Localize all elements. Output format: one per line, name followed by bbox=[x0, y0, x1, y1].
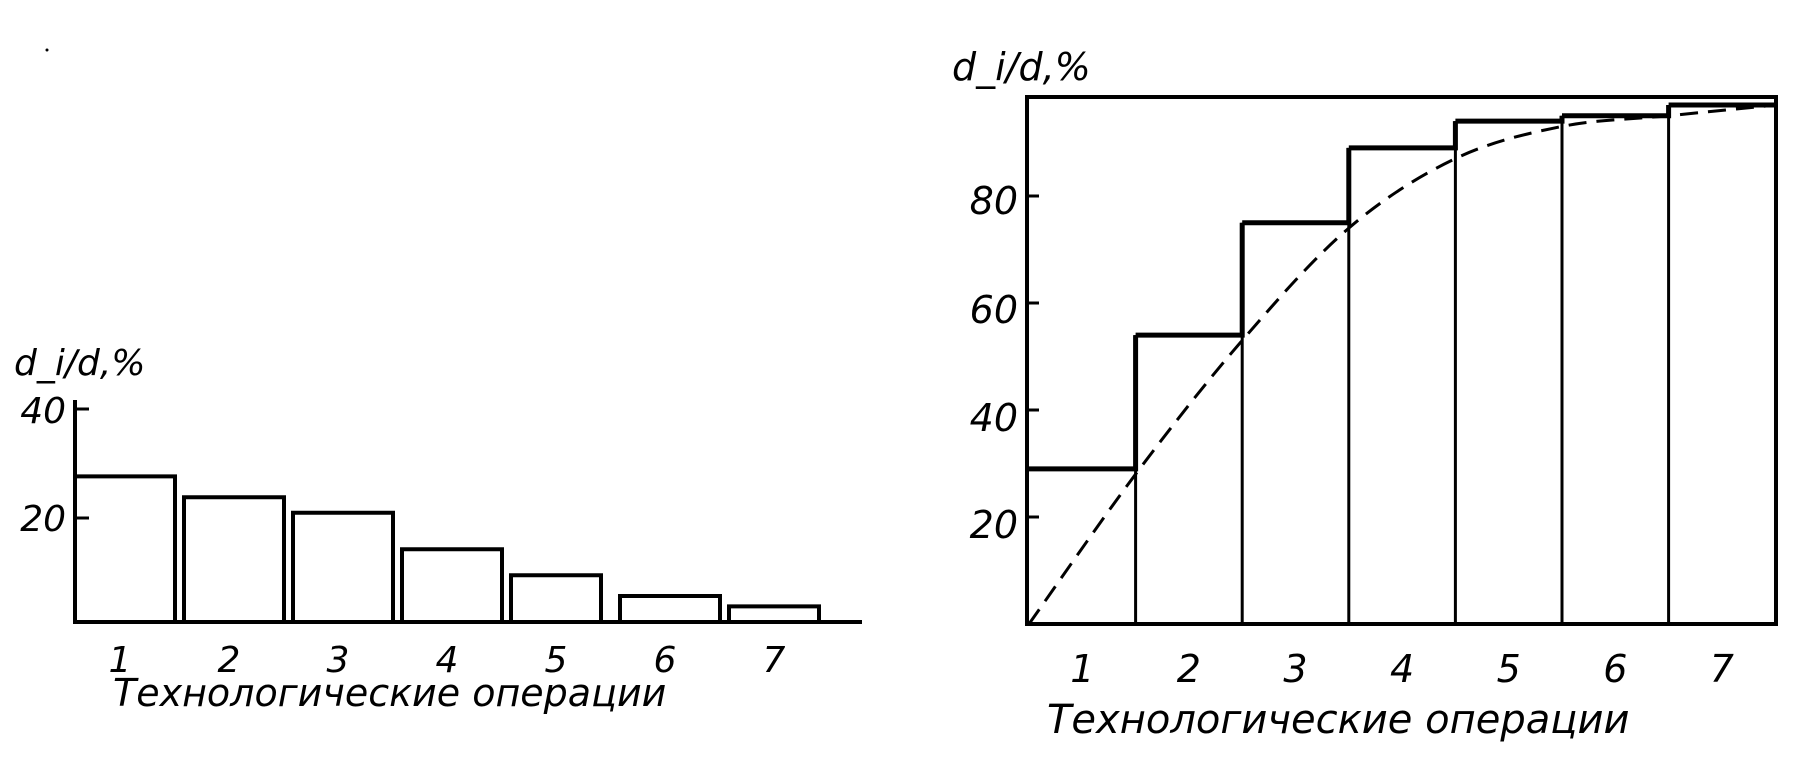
left-y-axis-label: d_i/d,% bbox=[14, 343, 145, 384]
left-ytick-label-40: 40 bbox=[20, 391, 66, 432]
right-xtick-labels: 1 2 3 4 5 6 7 bbox=[1070, 647, 1734, 691]
left-x-axis-label: Технологические операции bbox=[113, 671, 666, 715]
right-xtick-label-2: 2 bbox=[1177, 647, 1201, 691]
right-ytick-label-20: 20 bbox=[970, 503, 1018, 547]
left-xtick-label-2: 2 bbox=[218, 640, 241, 681]
right-xtick-label-1: 1 bbox=[1070, 647, 1094, 691]
left-bar-2 bbox=[182, 495, 286, 622]
right-x-axis-label: Технологические операции bbox=[1047, 697, 1629, 743]
left-bars bbox=[73, 474, 821, 622]
right-ytick-label-60: 60 bbox=[970, 288, 1018, 332]
left-xtick-labels: 1 2 3 4 5 6 7 bbox=[109, 640, 786, 681]
left-axes: 20 40 d_i/d,% Технологические операции bbox=[14, 343, 862, 715]
right-bar-2 bbox=[1135, 222, 1245, 338]
right-xtick-label-5: 5 bbox=[1497, 647, 1521, 691]
right-y-axis-label: d_i/d,% bbox=[952, 45, 1091, 89]
left-xtick-label-7: 7 bbox=[763, 640, 786, 681]
right-bar-3 bbox=[1242, 147, 1352, 226]
right-xtick-label-6: 6 bbox=[1603, 647, 1627, 691]
left-chart: 20 40 d_i/d,% Технологические операции 1… bbox=[14, 343, 862, 715]
right-cumulative-curve-group bbox=[1027, 103, 1776, 625]
right-bar-4 bbox=[1348, 121, 1458, 151]
right-xtick-label-4: 4 bbox=[1390, 647, 1414, 691]
left-bar-4 bbox=[400, 547, 504, 622]
left-ytick-label-20: 20 bbox=[20, 499, 66, 540]
right-bar-5 bbox=[1455, 115, 1565, 124]
right-plot-frame bbox=[1025, 95, 1778, 626]
left-xtick-label-5: 5 bbox=[545, 640, 568, 681]
left-xtick-label-1: 1 bbox=[109, 640, 132, 681]
right-chart: 20 40 60 80 d_i/d,% Технологические опер… bbox=[952, 45, 1778, 743]
right-column-dividers bbox=[1134, 105, 1671, 624]
left-bar-3 bbox=[291, 510, 395, 622]
right-ytick-label-80: 80 bbox=[970, 179, 1018, 223]
left-xtick-label-6: 6 bbox=[654, 640, 677, 681]
right-cumulative-curve bbox=[1027, 103, 1776, 625]
right-bar-1 bbox=[1029, 335, 1139, 472]
right-bars bbox=[1029, 102, 1776, 519]
right-xtick-label-7: 7 bbox=[1710, 647, 1734, 691]
left-xtick-label-3: 3 bbox=[327, 640, 350, 681]
right-bar-6 bbox=[1562, 105, 1672, 119]
scan-speck bbox=[45, 48, 49, 52]
left-bar-5 bbox=[509, 573, 603, 622]
right-axes: 20 40 60 80 d_i/d,% Технологические опер… bbox=[952, 45, 1778, 743]
right-xtick-label-3: 3 bbox=[1283, 647, 1307, 691]
left-bar-1 bbox=[73, 474, 177, 622]
left-bar-7 bbox=[727, 604, 821, 622]
left-xtick-label-4: 4 bbox=[436, 640, 459, 681]
left-bar-6 bbox=[618, 594, 722, 622]
right-ytick-label-40: 40 bbox=[970, 396, 1018, 440]
